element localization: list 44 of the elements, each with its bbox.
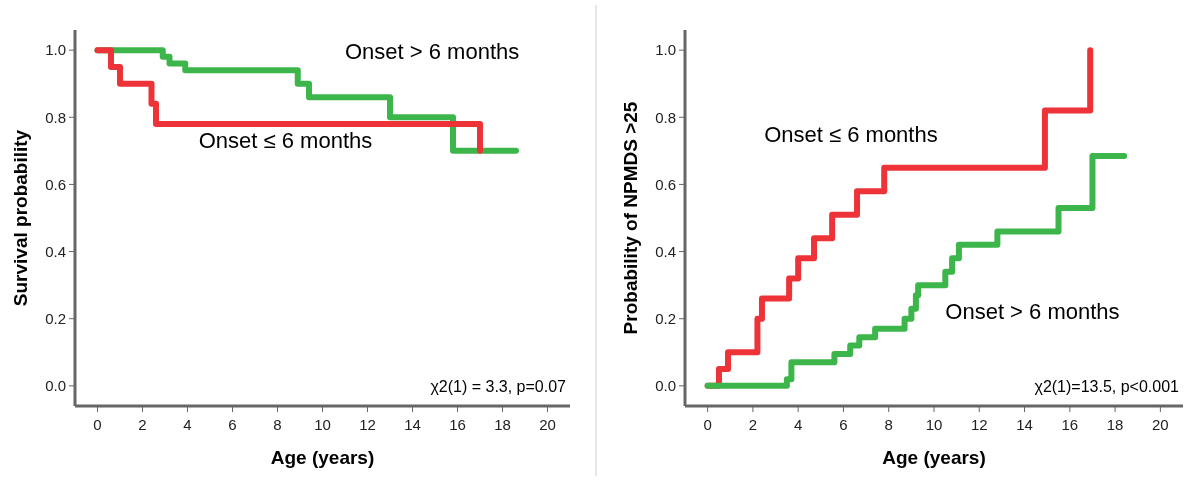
x-tick-label: 6 (228, 416, 237, 433)
x-tick-label: 0 (703, 416, 712, 433)
y-tick-label: 1.0 (655, 41, 676, 59)
y-tick-label: 0.0 (655, 377, 676, 395)
annotation: χ2(1) = 3.3, p=0.07 (430, 378, 567, 395)
x-tick-label: 0 (93, 416, 102, 433)
y-tick-label: 0.2 (655, 309, 676, 327)
series-label: Onset > 6 months (945, 298, 1120, 324)
x-tick-label: 12 (970, 416, 988, 433)
x-tick-label: 4 (183, 416, 192, 433)
series-label: Onset ≤ 6 months (764, 122, 938, 148)
y-tick-label: 0.4 (45, 242, 66, 260)
annotation: χ2(1)=13.5, p<0.001 (1034, 378, 1180, 395)
x-tick-label: 16 (1061, 416, 1079, 433)
y-tick-label: 0.8 (45, 108, 66, 126)
x-tick-label: 4 (794, 416, 803, 433)
x-tick-label: 18 (494, 416, 511, 433)
y-tick-label: 1.0 (45, 41, 66, 59)
x-tick-label: 14 (1016, 416, 1033, 433)
y-tick-label: 0.4 (655, 242, 676, 260)
y-axis-title: Probability of NPMDS >25 (620, 101, 641, 335)
y-tick-label: 0.6 (45, 175, 66, 193)
x-tick-label: 16 (449, 416, 466, 433)
y-tick-label: 0.8 (655, 108, 676, 126)
x-tick-label: 8 (273, 416, 282, 433)
x-tick-label: 12 (359, 416, 376, 433)
x-tick-label: 2 (138, 416, 147, 433)
x-tick-label: 20 (539, 416, 556, 433)
y-tick-label: 0.0 (45, 377, 66, 395)
x-tick-label: 6 (839, 416, 848, 433)
x-tick-label: 14 (404, 416, 421, 433)
y-tick-label: 0.6 (655, 175, 676, 193)
x-tick-label: 8 (884, 416, 893, 433)
x-tick-label: 2 (748, 416, 758, 433)
x-tick-label: 18 (1106, 416, 1124, 433)
x-axis-title: Age (years) (270, 447, 375, 468)
y-axis-title: Survival probability (10, 129, 31, 307)
x-tick-label: 10 (314, 416, 331, 433)
series-label: Onset ≤ 6 months (198, 127, 373, 153)
series-label: Onset > 6 months (345, 38, 520, 64)
x-axis-title: Age (years) (882, 447, 986, 468)
x-tick-label: 10 (925, 416, 943, 433)
x-tick-label: 20 (1152, 416, 1169, 433)
y-tick-label: 0.2 (45, 309, 66, 327)
